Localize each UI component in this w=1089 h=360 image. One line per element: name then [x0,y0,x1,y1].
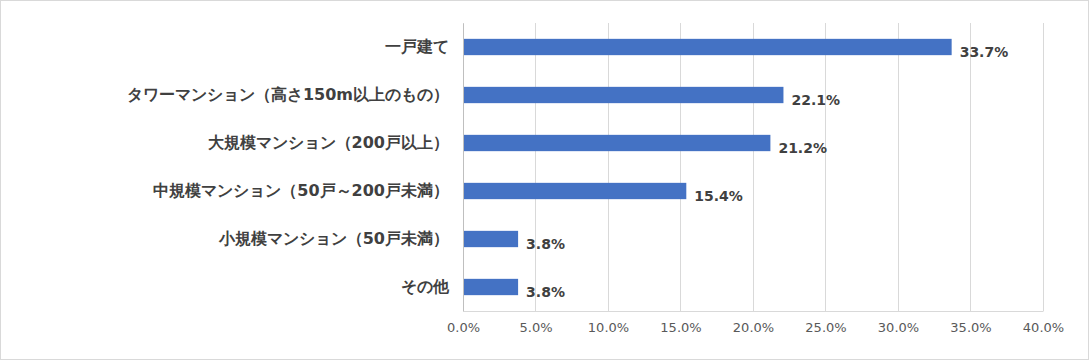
x-tick: 35.0% [950,311,991,335]
grid-line [753,23,754,311]
x-tick-label: 20.0% [733,320,774,335]
x-tick: 25.0% [805,311,846,335]
y-tick: タワーマンション（高さ150m以上のもの） [127,85,463,104]
chart: 0.0% 5.0% 10.0% 15.0% 20.0% 25.0% 30.0% 35.0% 40… [0,0,1089,360]
y-tick: 小規模マンション（50戸未満） [218,229,463,248]
data-label: 22.1% [791,92,840,108]
bar [463,183,686,199]
category-label: タワーマンション（高さ150m以上のもの） [127,85,449,104]
grid-line [535,23,536,311]
data-label: 3.8% [526,236,565,252]
x-tick: 30.0% [878,311,919,335]
data-label: 21.2% [778,140,827,156]
x-tick: 0.0% [447,311,480,335]
chart-frame [1,1,1089,360]
bar [463,231,518,247]
y-tick: 中規模マンション（50戸～200戸未満） [153,181,463,200]
x-tick-label: 15.0% [660,320,701,335]
data-labels: 33.7% 22.1% 21.2% 15.4% 3.8% 3.8% [526,44,1008,300]
grid-line [463,23,464,311]
y-axis-line [463,24,464,312]
grid-line [1043,23,1044,311]
x-axis: 0.0% 5.0% 10.0% 15.0% 20.0% 25.0% 30.0% 35.0% 40… [447,311,1064,335]
x-tick-label: 5.0% [519,320,552,335]
y-tick: 大規模マンション（200戸以上） [208,133,463,152]
y-axis: 一戸建てタワーマンション（高さ150m以上のもの） 大規模マンション（200戸以上… [127,24,464,312]
x-tick-label: 35.0% [950,320,991,335]
data-label: 3.8% [526,284,565,300]
x-tick: 10.0% [588,311,629,335]
x-axis-line [464,311,1044,312]
grid-line [608,23,609,311]
category-label: 中規模マンション（50戸～200戸未満） [153,181,449,200]
grid-line [898,23,899,311]
category-label: その他 [401,277,450,296]
x-tick-label: 30.0% [878,320,919,335]
x-tick-label: 0.0% [447,320,480,335]
data-label: 15.4% [694,188,743,204]
x-tick: 40.0% [1023,311,1064,335]
x-tick: 15.0% [660,311,701,335]
data-label: 33.7% [960,44,1009,60]
x-tick: 20.0% [733,311,774,335]
grid [463,23,1043,311]
y-tick: その他 [401,277,463,296]
bar [463,279,518,295]
bar [463,87,783,103]
x-tick-label: 10.0% [588,320,629,335]
grid-line [680,23,681,311]
bar [463,39,952,55]
x-tick-label: 40.0% [1023,320,1064,335]
x-tick-label: 25.0% [805,320,846,335]
grid-line [970,23,971,311]
category-label: 小規模マンション（50戸未満） [218,229,449,248]
y-tick: 一戸建て [385,37,463,56]
grid-line [825,23,826,311]
category-label: 大規模マンション（200戸以上） [208,133,449,152]
bar [463,135,770,151]
x-tick: 5.0% [519,311,552,335]
category-label: 一戸建て [385,37,449,56]
bars [463,39,952,295]
